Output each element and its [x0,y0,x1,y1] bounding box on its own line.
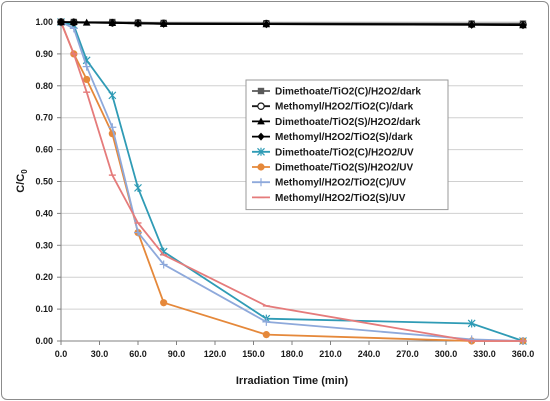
legend-label: Dimethoate/TiO2(S)/H2O2/UV [275,163,414,174]
data-point [262,331,270,339]
y-axis-title: C/C0 [15,169,29,193]
legend-label: Methomyl/H2O2/TiO2(C)/UV [275,178,406,189]
data-point [257,102,265,111]
y-tick-label: 1.00 [35,17,53,27]
data-point [257,178,265,187]
data-point [262,317,271,326]
x-tick-label: 60.0 [129,349,147,359]
legend-box [245,79,449,211]
legend: Dimethoate/TiO2(C)/H2O2/dark Methomyl/H2O… [245,79,449,211]
legend-label: Methomyl/H2O2/TiO2(S)/UV [275,193,406,204]
y-tick-label: 0.20 [35,272,53,282]
legend-entry: Methomyl/H2O2/TiO2(S)/dark [252,132,413,143]
data-point [467,335,476,344]
y-tick-label: 0.70 [35,113,53,123]
legend-label: Methomyl/H2O2/TiO2(C)/dark [275,102,414,113]
data-point [160,299,168,307]
series-line [60,21,524,26]
x-tick-label: 150.0 [242,349,265,359]
legend-label: Dimethoate/TiO2(C)/H2O2/dark [275,87,421,98]
y-axis-title-subscript: 0 [20,169,29,174]
data-point [160,19,168,28]
y-axis-title-main: C/C [15,174,27,193]
x-tick-label: 360.0 [512,349,535,359]
data-point [257,117,265,125]
data-point [257,163,265,171]
x-tick-label: 300.0 [435,349,458,359]
data-point [108,123,117,132]
data-point [108,91,117,100]
svg-text:C/C0: C/C0 [15,169,29,193]
data-point [262,20,270,29]
x-tick-label: 120.0 [204,349,227,359]
legend-entry: Dimethoate/TiO2(C)/H2O2/UV [252,147,414,158]
x-tick-label: 90.0 [168,349,186,359]
data-point [57,18,65,26]
y-tick-label: 0.80 [35,81,53,91]
data-point [134,228,142,237]
legend-label: Dimethoate/TiO2(S)/H2O2/dark [275,117,421,128]
x-tick-label: 270.0 [396,349,419,359]
series-4 [57,18,527,30]
legend-label: Methomyl/H2O2/TiO2(S)/dark [275,132,413,143]
x-tick-label: 240.0 [358,349,381,359]
x-tick-label: 0.0 [55,349,68,359]
data-point [83,75,91,84]
legend-label: Dimethoate/TiO2(C)/H2O2/UV [275,147,414,158]
data-point [519,21,527,30]
legend-entry: Dimethoate/TiO2(S)/H2O2/dark [252,117,421,128]
data-point [108,18,116,27]
series-lines [57,18,527,345]
data-point [82,62,91,71]
y-tick-label: 0.90 [35,49,53,59]
y-tick-label: 0.30 [35,240,53,250]
y-tick-label: 0.50 [35,177,53,187]
data-point [257,132,265,141]
data-point [134,19,142,28]
x-axis-title: Irradiation Time (min) [236,375,349,387]
tick-labels: 0.00 0.10 0.20 0.30 0.40 0.50 0.60 0.70 0.80 0.90… [35,17,534,359]
y-tick-label: 0.60 [35,145,53,155]
x-tick-label: 30.0 [91,349,109,359]
legend-entry: Dimethoate/TiO2(S)/H2O2/UV [252,163,414,174]
legend-entry: Dimethoate/TiO2(C)/H2O2/dark [252,87,421,98]
y-tick-label: 0.40 [35,208,53,218]
y-tick-label: 0.10 [35,304,53,314]
y-tick-label: 0.00 [35,336,53,346]
data-point [467,319,476,328]
x-tick-label: 180.0 [281,349,304,359]
legend-entry: Methomyl/H2O2/TiO2(C)/dark [252,102,414,113]
data-point [257,147,265,156]
x-tick-label: 210.0 [319,349,342,359]
data-point [159,260,168,269]
data-point [70,18,78,27]
data-point [134,183,142,192]
data-point [468,20,476,29]
legend-entry: Methomyl/H2O2/TiO2(C)/UV [252,178,406,189]
legend-entry: Methomyl/H2O2/TiO2(S)/UV [252,193,406,204]
x-tick-label: 330.0 [473,349,496,359]
data-point [257,87,265,95]
